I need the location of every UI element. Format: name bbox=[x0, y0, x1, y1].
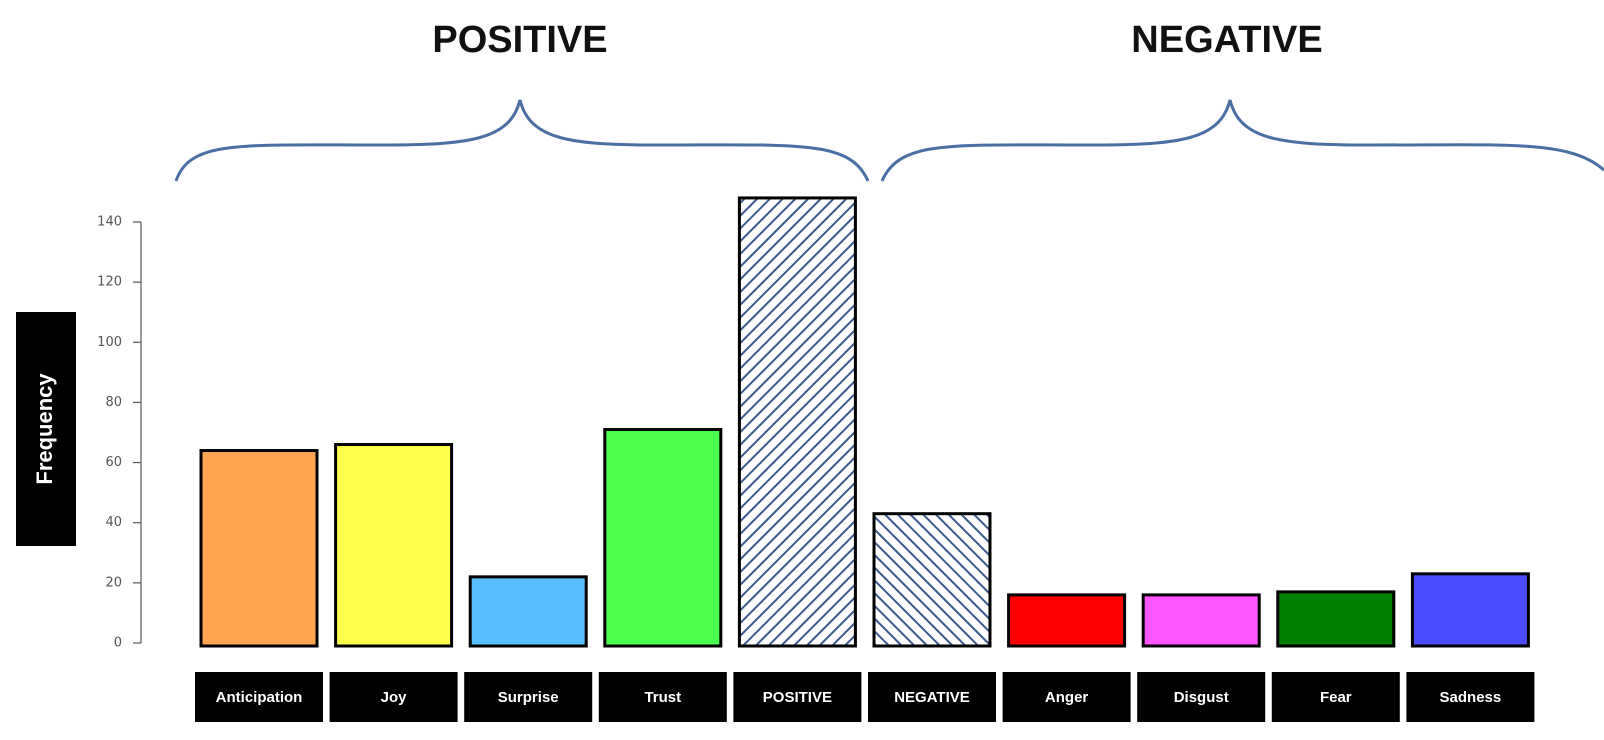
y-label-box bbox=[16, 312, 76, 546]
category-label: POSITIVE bbox=[763, 689, 832, 706]
category-label: Anticipation bbox=[216, 689, 303, 706]
y-tick-label: 120 bbox=[97, 275, 122, 290]
category-label-box bbox=[195, 672, 323, 722]
bar-disgust bbox=[1141, 593, 1261, 648]
y-tick-label: 80 bbox=[105, 395, 122, 410]
group-title-positive: POSITIVE bbox=[432, 19, 607, 61]
y-tick-label: 100 bbox=[97, 335, 122, 350]
y-axis-label: Frequency bbox=[32, 373, 57, 485]
category-label-box bbox=[464, 672, 593, 722]
bar-anger bbox=[1007, 593, 1127, 648]
y-tick-label: 40 bbox=[105, 515, 122, 530]
category-label: Trust bbox=[644, 689, 681, 706]
category-label-box bbox=[733, 672, 862, 722]
category-label: NEGATIVE bbox=[894, 689, 970, 706]
brace-negative bbox=[880, 99, 1604, 182]
y-tick-label: 20 bbox=[105, 575, 122, 590]
category-labels: Anticipation Joy Surprise Trust POSITIVE NEGA… bbox=[195, 672, 1535, 722]
category-label-box bbox=[598, 672, 727, 722]
bar-trust bbox=[603, 427, 723, 648]
y-tick-label: 60 bbox=[105, 455, 122, 470]
category-label-box bbox=[329, 672, 458, 722]
y-tick-label: 140 bbox=[97, 215, 122, 230]
category-label-box bbox=[868, 672, 996, 722]
bar-joy bbox=[334, 443, 454, 648]
category-label: Anger bbox=[1045, 689, 1089, 706]
bar-surprise bbox=[468, 575, 588, 648]
category-label: Disgust bbox=[1174, 689, 1229, 706]
bar-anticipation bbox=[199, 449, 319, 648]
category-label: Sadness bbox=[1440, 689, 1502, 706]
category-label-box bbox=[1137, 672, 1266, 722]
bars bbox=[199, 196, 1530, 648]
category-label: Fear bbox=[1320, 689, 1352, 706]
bar-fear bbox=[1276, 590, 1396, 648]
category-label-box bbox=[1271, 672, 1400, 722]
y-ticks: 0 20 40 60 80 100 120 140 bbox=[97, 215, 141, 651]
category-label: Surprise bbox=[498, 689, 559, 706]
brace-positive bbox=[174, 99, 870, 182]
bar-sadness bbox=[1410, 572, 1530, 648]
y-tick-label: 0 bbox=[114, 636, 122, 651]
category-label-box bbox=[1002, 672, 1131, 722]
bar-negative bbox=[872, 512, 992, 648]
group-title-negative: NEGATIVE bbox=[1131, 19, 1322, 61]
category-label-box bbox=[1406, 672, 1535, 722]
bar-positive bbox=[737, 196, 857, 648]
category-label: Joy bbox=[381, 689, 408, 706]
